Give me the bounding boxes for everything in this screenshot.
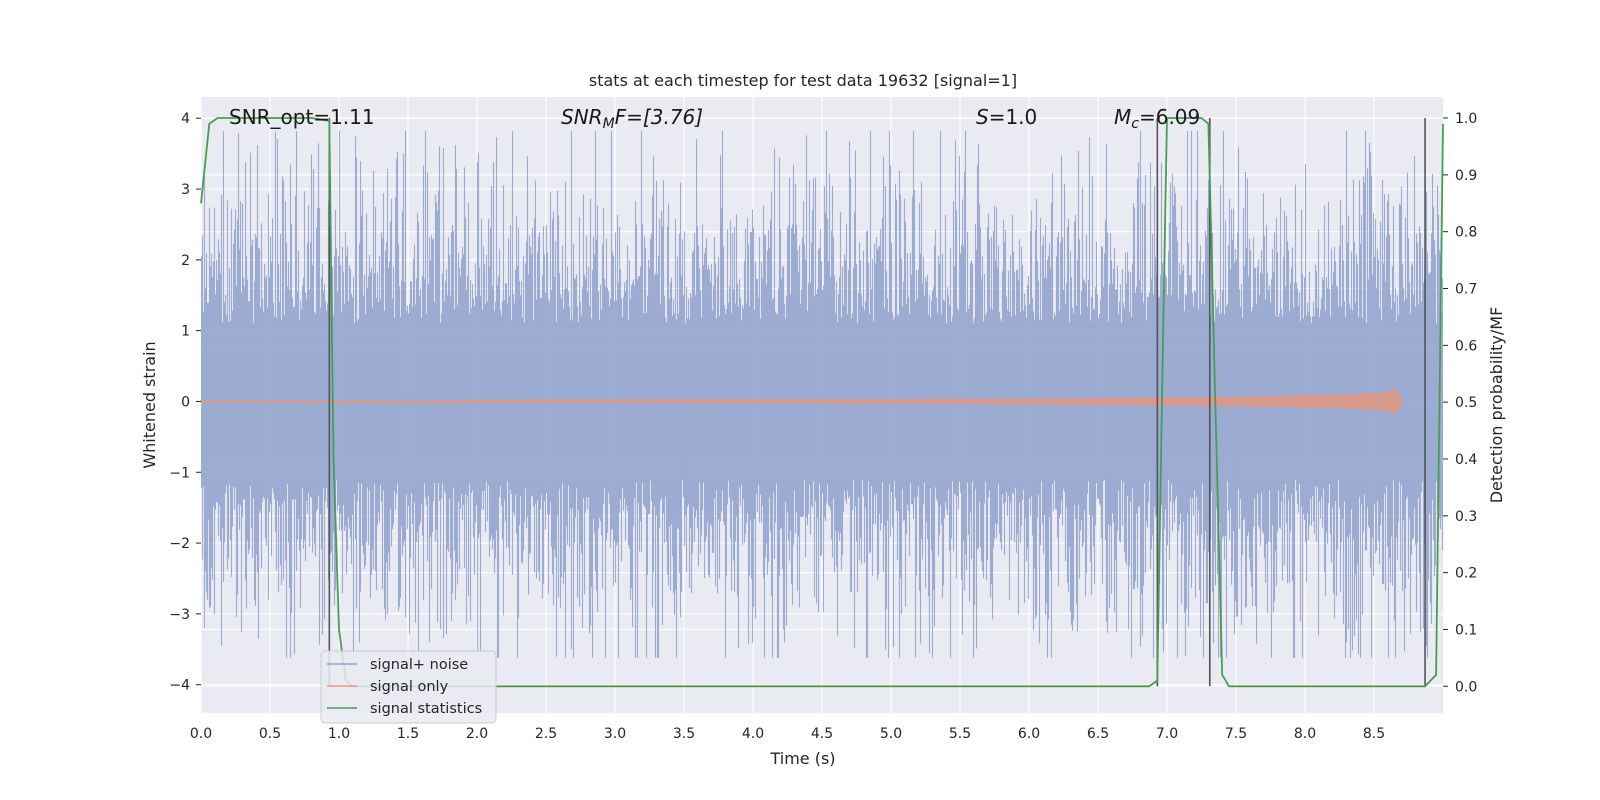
y2-tick-label: 0.8: [1455, 225, 1477, 241]
x-tick-label: 3.5: [673, 726, 695, 742]
annotation-snr-opt: SNR_opt=1.11: [229, 105, 375, 129]
signal-envelope: [200, 388, 1403, 415]
x-tick-label: 6.5: [1087, 726, 1109, 742]
x-tick-label: 3.0: [604, 726, 626, 742]
x-axis: 0.0 0.5 1.0 1.5 2.0 2.5 3.0 3.5 4.0 4.5 5.0 5.5 6.0 6…: [190, 726, 1385, 742]
legend-label-signal: signal only: [370, 679, 449, 695]
annotation-snr-mf-main: SNR: [561, 105, 603, 129]
annotation-snr-mf-sub: M: [603, 116, 615, 132]
signal-only-series: [200, 388, 1403, 415]
signal-statistics-series: [200, 117, 1444, 688]
y-tick-label: −3: [169, 607, 190, 623]
annotation-mc: Mc=6.09: [1114, 105, 1200, 132]
y-axis-right: 1.0 0.9 0.8 0.7 0.6 0.5 0.4 0.3 0.2 0.1 0.0: [1443, 111, 1477, 695]
y2-tick-label: 1.0: [1455, 111, 1477, 127]
y2-tick-label: 0.6: [1455, 338, 1477, 354]
y2-tick-label: 0.7: [1455, 282, 1477, 298]
legend: signal+ noise signal only signal statist…: [320, 650, 497, 724]
statistics-line: [200, 117, 1444, 688]
chart-title: stats at each timestep for test data 196…: [589, 71, 1017, 90]
annotation-mc-sub: c: [1131, 116, 1139, 132]
legend-label-stats: signal statistics: [370, 701, 482, 717]
annotation-snr-mf-rest: F=[3.76]: [615, 105, 703, 129]
y2-tick-label: 0.4: [1455, 452, 1477, 468]
x-tick-label: 1.5: [397, 726, 419, 742]
x-tick-label: 0.5: [259, 726, 281, 742]
x-tick-label: 8.5: [1363, 726, 1385, 742]
y2-tick-label: 0.5: [1455, 395, 1477, 411]
y-tick-label: −2: [169, 536, 190, 552]
x-tick-label: 5.0: [880, 726, 902, 742]
x-tick-label: 1.0: [328, 726, 350, 742]
x-tick-label: 4.5: [811, 726, 833, 742]
y-tick-label: −1: [169, 465, 190, 481]
x-axis-label: Time (s): [769, 749, 835, 768]
x-tick-label: 8.0: [1294, 726, 1316, 742]
annotations: SNR_opt=1.11 SNRMF=[3.76] S=1.0 Mc=6.09: [229, 105, 1200, 132]
legend-box: [320, 650, 497, 724]
y2-tick-label: 0.9: [1455, 168, 1477, 184]
x-tick-label: 7.0: [1156, 726, 1178, 742]
y-tick-label: 1: [181, 324, 190, 340]
y-axis-left: 4 3 2 1 0 −1 −2 −3 −4: [169, 111, 201, 694]
y2-axis-label: Detection probability/MF: [1487, 307, 1506, 504]
y-tick-label: 0: [181, 394, 190, 410]
annotation-s-main: S: [976, 105, 989, 129]
y-tick-label: 3: [181, 182, 190, 198]
y2-tick-label: 0.0: [1455, 679, 1477, 695]
legend-label-noise: signal+ noise: [370, 657, 468, 673]
x-tick-label: 5.5: [949, 726, 971, 742]
annotation-mc-main: M: [1114, 105, 1131, 129]
x-tick-label: 7.5: [1225, 726, 1247, 742]
y2-tick-label: 0.2: [1455, 566, 1477, 582]
y2-tick-label: 0.3: [1455, 509, 1477, 525]
x-tick-label: 2.0: [466, 726, 488, 742]
x-tick-label: 0.0: [190, 726, 212, 742]
annotation-s: S=1.0: [976, 105, 1037, 129]
annotation-mc-rest: =6.09: [1139, 105, 1200, 129]
y-tick-label: −4: [169, 678, 190, 694]
x-tick-label: 4.0: [742, 726, 764, 742]
y-tick-label: 2: [181, 253, 190, 269]
x-tick-label: 6.0: [1018, 726, 1040, 742]
y2-tick-label: 0.1: [1455, 622, 1477, 638]
x-tick-label: 2.5: [535, 726, 557, 742]
y-tick-label: 4: [181, 111, 190, 127]
annotation-snr-mf: SNRMF=[3.76]: [561, 105, 703, 132]
y-axis-label: Whitened strain: [140, 341, 159, 468]
annotation-s-rest: =1.0: [989, 105, 1038, 129]
